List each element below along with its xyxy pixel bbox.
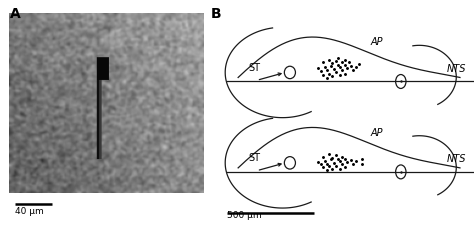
Text: AP: AP — [371, 127, 383, 137]
Text: NTS: NTS — [447, 154, 466, 164]
Text: ST: ST — [249, 63, 261, 72]
Text: 40 μm: 40 μm — [15, 206, 44, 215]
Text: AP: AP — [371, 37, 383, 47]
Text: B: B — [211, 7, 221, 21]
Text: A: A — [9, 7, 20, 21]
Text: NTS: NTS — [447, 64, 466, 74]
Text: 500 μm: 500 μm — [227, 210, 262, 219]
Text: ST: ST — [249, 153, 261, 162]
